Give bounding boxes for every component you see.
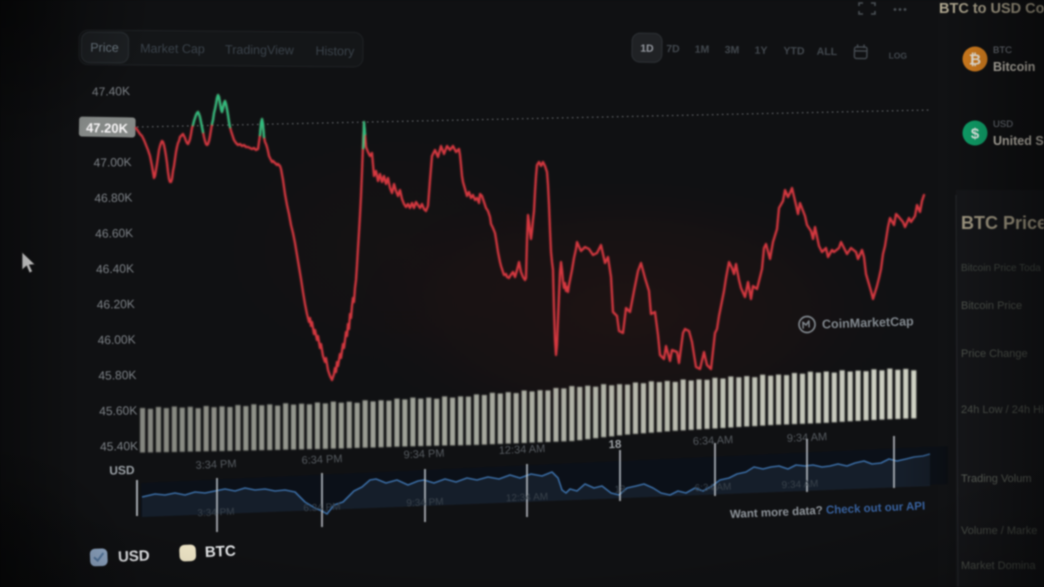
- svg-text:TradingView: TradingView: [225, 43, 295, 58]
- svg-text:9:34 PM: 9:34 PM: [403, 448, 444, 462]
- svg-text:BTC Price: BTC Price: [961, 213, 1044, 233]
- svg-text:ALL: ALL: [817, 46, 838, 58]
- svg-text:3:34 PM: 3:34 PM: [195, 458, 236, 472]
- svg-text:46.00K: 46.00K: [97, 332, 135, 347]
- svg-text:Price Change: Price Change: [961, 348, 1028, 360]
- svg-text:USD: USD: [109, 463, 135, 478]
- svg-text:6:34 AM: 6:34 AM: [694, 482, 731, 495]
- svg-text:USD: USD: [118, 547, 151, 565]
- svg-text:1Y: 1Y: [754, 45, 767, 57]
- svg-text:USD: USD: [993, 119, 1013, 130]
- svg-text:BTC: BTC: [205, 543, 237, 561]
- svg-text:Trading Volum: Trading Volum: [961, 473, 1032, 485]
- svg-text:45.80K: 45.80K: [98, 368, 136, 383]
- svg-text:45.40K: 45.40K: [100, 439, 138, 454]
- svg-text:History: History: [315, 44, 355, 58]
- svg-text:BTC to USD Conv: BTC to USD Conv: [939, 1, 1044, 17]
- svg-text:46.80K: 46.80K: [94, 190, 132, 205]
- svg-text:United Stat: United Stat: [993, 134, 1044, 148]
- svg-text:Volume / Marke: Volume / Marke: [961, 525, 1037, 537]
- svg-text:Price: Price: [90, 41, 119, 55]
- svg-text:6:34 AM: 6:34 AM: [693, 434, 734, 448]
- svg-text:Bitcoin: Bitcoin: [993, 60, 1035, 74]
- svg-text:9:34 PM: 9:34 PM: [406, 497, 444, 510]
- svg-text:YTD: YTD: [783, 45, 805, 57]
- svg-text:$: $: [971, 126, 980, 143]
- svg-text:Market Domina: Market Domina: [961, 560, 1036, 572]
- svg-text:47.20K: 47.20K: [86, 120, 129, 136]
- svg-text:12:34 AM: 12:34 AM: [506, 492, 549, 505]
- svg-text:12:34 AM: 12:34 AM: [499, 443, 546, 457]
- svg-text:1D: 1D: [640, 43, 654, 55]
- svg-text:3:34 PM: 3:34 PM: [197, 507, 235, 520]
- svg-text:46.20K: 46.20K: [97, 297, 135, 312]
- svg-text:Bitcoin Price Toda: Bitcoin Price Toda: [961, 263, 1041, 274]
- svg-text:45.60K: 45.60K: [99, 403, 137, 418]
- svg-text:46.60K: 46.60K: [95, 226, 133, 241]
- svg-text:3M: 3M: [725, 44, 740, 56]
- svg-text:1M: 1M: [695, 44, 710, 56]
- svg-text:24h Low / 24h Hi: 24h Low / 24h Hi: [961, 404, 1044, 416]
- svg-text:7D: 7D: [666, 43, 680, 55]
- svg-text:9:34 AM: 9:34 AM: [781, 479, 818, 492]
- svg-text:46.40K: 46.40K: [96, 261, 134, 276]
- svg-text:47.00K: 47.00K: [93, 155, 131, 170]
- svg-text:Market Cap: Market Cap: [140, 42, 205, 57]
- svg-text:₿: ₿: [969, 52, 981, 69]
- svg-text:BTC: BTC: [993, 45, 1012, 56]
- svg-text:18: 18: [608, 439, 622, 452]
- svg-text:47.40K: 47.40K: [92, 84, 130, 99]
- svg-text:6:34 PM: 6:34 PM: [303, 502, 341, 515]
- svg-text:Bitcoin Price: Bitcoin Price: [961, 300, 1022, 312]
- svg-text:LOG: LOG: [889, 50, 908, 60]
- svg-text:6:34 PM: 6:34 PM: [301, 453, 342, 467]
- svg-text:18: 18: [614, 484, 626, 495]
